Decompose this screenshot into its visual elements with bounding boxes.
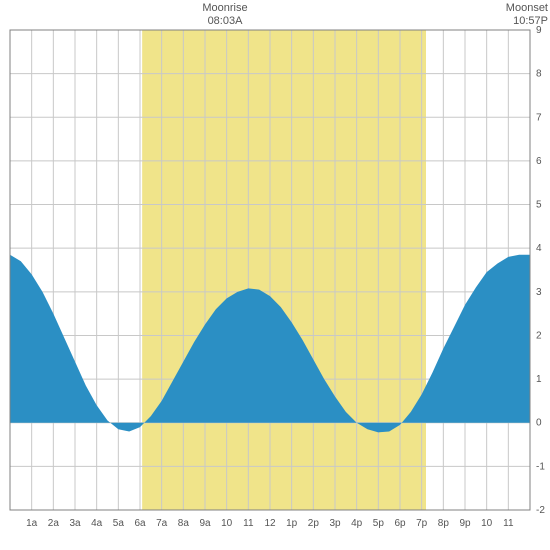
x-tick-label: 6a xyxy=(134,518,146,529)
moonrise-time: 08:03A xyxy=(185,15,265,28)
y-tick-label: 0 xyxy=(536,418,542,429)
tide-chart: Moonrise 08:03A Moonset 10:57P -2-101234… xyxy=(0,0,550,550)
x-tick-label: 1p xyxy=(286,518,298,529)
x-tick-label: 6p xyxy=(394,518,406,529)
x-tick-label: 8a xyxy=(178,518,190,529)
x-tick-label: 10 xyxy=(481,518,493,529)
x-tick-label: 7a xyxy=(156,518,168,529)
y-tick-label: 7 xyxy=(536,112,542,123)
x-tick-label: 5a xyxy=(113,518,125,529)
y-tick-label: 6 xyxy=(536,156,542,167)
x-tick-label: 4p xyxy=(351,518,363,529)
chart-svg: -2-101234567891a2a3a4a5a6a7a8a9a1011121p… xyxy=(0,0,550,550)
moonset-time: 10:57P xyxy=(488,15,548,28)
moonset-label: Moonset xyxy=(488,2,548,15)
x-tick-label: 11 xyxy=(503,518,514,529)
x-tick-label: 9p xyxy=(459,518,471,529)
moonset-block: Moonset 10:57P xyxy=(488,2,548,28)
y-tick-label: 4 xyxy=(536,243,542,254)
moonrise-block: Moonrise 08:03A xyxy=(185,2,265,28)
x-tick-label: 9a xyxy=(199,518,211,529)
x-tick-label: 1a xyxy=(26,518,38,529)
x-tick-label: 11 xyxy=(243,518,254,529)
y-tick-label: -1 xyxy=(536,461,545,472)
x-tick-label: 8p xyxy=(438,518,450,529)
x-tick-label: 2a xyxy=(48,518,60,529)
x-tick-label: 7p xyxy=(416,518,428,529)
x-tick-label: 3p xyxy=(329,518,341,529)
x-tick-label: 2p xyxy=(308,518,320,529)
moonrise-label: Moonrise xyxy=(185,2,265,15)
y-tick-label: 5 xyxy=(536,200,542,211)
x-tick-label: 5p xyxy=(373,518,385,529)
x-tick-label: 12 xyxy=(264,518,276,529)
daylight-band xyxy=(142,30,426,510)
y-tick-label: 8 xyxy=(536,69,542,80)
x-tick-label: 3a xyxy=(69,518,81,529)
y-tick-label: 1 xyxy=(536,374,542,385)
x-tick-label: 10 xyxy=(221,518,233,529)
y-tick-label: 2 xyxy=(536,330,542,341)
y-tick-label: -2 xyxy=(536,505,545,516)
y-tick-label: 3 xyxy=(536,287,542,298)
x-tick-label: 4a xyxy=(91,518,103,529)
